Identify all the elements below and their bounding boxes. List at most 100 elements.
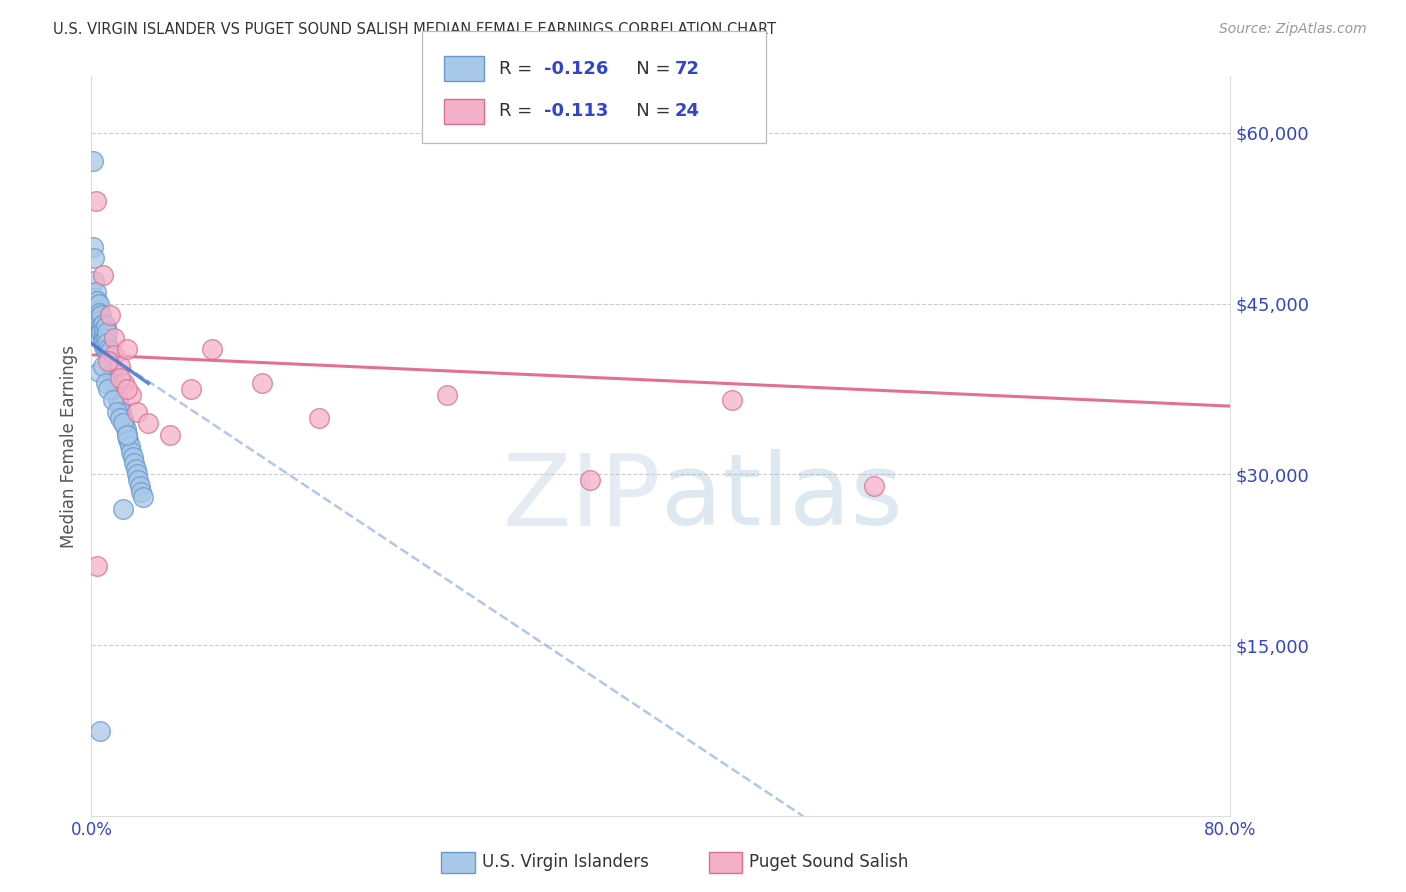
Point <box>159 427 181 442</box>
Point <box>94 342 117 356</box>
Point <box>108 410 131 425</box>
Point <box>89 723 111 738</box>
Point <box>89 325 111 339</box>
Point <box>91 317 114 331</box>
Text: N =: N = <box>619 103 676 120</box>
Text: 72: 72 <box>675 60 700 78</box>
Point <box>115 382 138 396</box>
Point <box>84 194 107 208</box>
Point <box>93 333 115 347</box>
Point <box>129 484 152 499</box>
Point <box>94 331 117 345</box>
Point <box>112 416 135 430</box>
Point <box>100 359 122 374</box>
Point <box>101 365 124 379</box>
Point <box>91 268 114 282</box>
Text: R =: R = <box>499 60 538 78</box>
Text: U.S. VIRGIN ISLANDER VS PUGET SOUND SALISH MEDIAN FEMALE EARNINGS CORRELATION CH: U.S. VIRGIN ISLANDER VS PUGET SOUND SALI… <box>53 22 776 37</box>
Point <box>125 467 148 482</box>
Point <box>87 365 110 379</box>
Point <box>124 462 146 476</box>
Point <box>180 382 202 396</box>
Point <box>108 359 131 374</box>
Point <box>98 344 121 359</box>
Point <box>84 310 107 325</box>
Point <box>111 501 134 516</box>
Text: atlas: atlas <box>661 450 903 546</box>
Text: Source: ZipAtlas.com: Source: ZipAtlas.com <box>1219 22 1367 37</box>
Text: -0.113: -0.113 <box>544 103 609 120</box>
Point <box>93 340 115 354</box>
Point <box>308 410 330 425</box>
Point <box>96 336 118 351</box>
Point <box>111 416 134 430</box>
Point <box>121 450 143 465</box>
Point <box>122 456 145 470</box>
Point <box>97 353 120 368</box>
Point <box>83 251 105 265</box>
Point <box>84 285 107 300</box>
Point <box>93 321 115 335</box>
Point <box>87 306 110 320</box>
Point <box>107 393 129 408</box>
Point <box>105 405 128 419</box>
Point <box>101 393 124 408</box>
Text: N =: N = <box>619 60 676 78</box>
Point <box>108 399 131 413</box>
Text: -0.126: -0.126 <box>544 60 609 78</box>
Point <box>111 410 134 425</box>
Text: ZIP: ZIP <box>502 450 661 546</box>
Point <box>721 393 744 408</box>
Point <box>436 388 458 402</box>
Point <box>82 154 104 169</box>
Point <box>87 319 110 334</box>
Point <box>83 274 105 288</box>
Point <box>250 376 273 391</box>
Point <box>103 376 125 391</box>
Point <box>97 382 120 396</box>
Point <box>118 439 141 453</box>
Text: R =: R = <box>499 103 538 120</box>
Point <box>87 296 110 310</box>
Point <box>98 353 121 368</box>
Text: U.S. Virgin Islanders: U.S. Virgin Islanders <box>482 853 650 871</box>
Point <box>578 473 600 487</box>
Point <box>103 331 125 345</box>
Point <box>83 291 105 305</box>
Point <box>115 342 138 356</box>
Point <box>108 370 131 384</box>
Point <box>96 325 118 339</box>
Point <box>125 405 148 419</box>
Point <box>112 376 135 391</box>
Point <box>91 331 114 345</box>
Point <box>104 382 127 396</box>
Point <box>94 376 117 391</box>
Point <box>97 348 120 362</box>
Point <box>117 434 139 448</box>
Point <box>90 325 112 339</box>
Y-axis label: Median Female Earnings: Median Female Earnings <box>59 344 77 548</box>
Point <box>91 336 114 351</box>
Point <box>94 319 117 334</box>
Point <box>86 314 108 328</box>
Text: Puget Sound Salish: Puget Sound Salish <box>749 853 908 871</box>
Point <box>103 348 125 362</box>
Point <box>120 388 142 402</box>
Point <box>115 427 138 442</box>
Point <box>131 490 153 504</box>
Point <box>98 308 121 322</box>
Point <box>101 370 124 384</box>
Point <box>128 479 150 493</box>
Text: 24: 24 <box>675 103 700 120</box>
Point <box>115 427 138 442</box>
Point <box>86 294 108 309</box>
Point <box>863 479 886 493</box>
Point <box>120 444 142 458</box>
Point <box>127 473 149 487</box>
Point <box>87 310 110 325</box>
Point <box>86 319 108 334</box>
Point <box>86 308 108 322</box>
Point <box>114 422 136 436</box>
Point <box>90 308 112 322</box>
Point <box>201 342 224 356</box>
